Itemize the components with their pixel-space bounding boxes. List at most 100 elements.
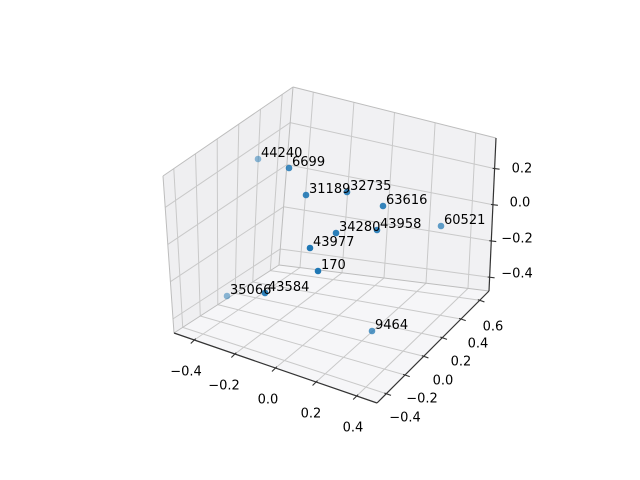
grid-line-y [252, 109, 261, 283]
scatter-point [373, 226, 381, 234]
point-label: 6699 [292, 155, 325, 170]
grid-line-y [200, 315, 406, 376]
z-axis-line [488, 137, 497, 292]
pane-right [279, 87, 496, 291]
grid-line-y [216, 138, 219, 305]
grid-line-y [173, 168, 184, 328]
z-tick-label: −0.4 [501, 267, 533, 282]
scatter-point [332, 229, 340, 237]
x-tick-label: 0.2 [301, 407, 322, 422]
y-tick-mark [421, 355, 429, 359]
grid-line-z [167, 164, 288, 245]
grid-line-y [217, 304, 424, 357]
point-label: 32735 [350, 179, 391, 194]
grid-line-y [252, 281, 462, 320]
scatter-point [223, 292, 231, 300]
scatter-point [285, 164, 293, 172]
grid-line-x [234, 272, 343, 355]
grid-line-z [286, 164, 494, 206]
x-tick-label: 0.0 [258, 393, 279, 408]
grid-line-y [234, 124, 240, 294]
y-tick-label: −0.4 [389, 411, 421, 426]
grid-line-z [290, 122, 495, 170]
x-tick-label: −0.2 [208, 379, 240, 394]
scatter-point [379, 202, 387, 210]
grid-line-x [194, 267, 301, 341]
x-tick-mark [190, 338, 197, 344]
y-tick-mark [458, 317, 466, 322]
grid-line-x [467, 132, 477, 289]
point-label: 63616 [386, 193, 427, 208]
z-tick-label: 0.0 [510, 196, 531, 211]
x-tick-label: −0.4 [170, 365, 202, 380]
z-tick-mark [492, 167, 500, 170]
point-label: 34280 [339, 220, 380, 235]
pane-left [163, 87, 293, 333]
grid-line-y [195, 153, 201, 317]
point-label: 44240 [261, 146, 302, 161]
tick-labels: −0.4 −0.2 0.0 0.2 0.4 −0.4 −0.2 0.0 0.2 0.4 0.6 −0.… [170, 162, 533, 436]
pane-edge [162, 175, 175, 334]
y-tick-label: 0.0 [433, 374, 454, 389]
z-tick-mark [490, 203, 498, 206]
pane-edge [278, 86, 294, 266]
point-label: 43584 [268, 280, 309, 295]
point-label: 43958 [380, 217, 421, 232]
scatter-point [343, 188, 351, 196]
x-tick-mark [312, 380, 318, 386]
pane-edge [162, 86, 294, 177]
y-tick-label: 0.2 [451, 355, 472, 370]
grid-lines [164, 92, 495, 397]
scatter-point [306, 244, 314, 252]
grid-line-z [283, 206, 492, 242]
scatter-point [261, 289, 269, 297]
x-tick-label: 0.4 [343, 421, 364, 436]
grid-line-z [280, 248, 490, 278]
tick-marks [190, 167, 500, 400]
point-label: 35066 [230, 283, 271, 298]
y-tick-label: 0.4 [468, 337, 489, 352]
point-label: 170 [321, 258, 346, 273]
y-axis-line [376, 290, 490, 404]
y-tick-mark [477, 299, 485, 303]
scatter-point [254, 155, 262, 163]
z-tick-mark [487, 276, 495, 279]
grid-line-z [172, 248, 281, 320]
y-tick-mark [440, 336, 448, 340]
grid-line-y [182, 326, 387, 395]
z-tick-label: 0.2 [512, 162, 533, 177]
z-tick-label: −0.2 [501, 232, 533, 247]
point-label: 43977 [313, 235, 354, 250]
scatter-point [437, 222, 445, 230]
grid-line-x [275, 277, 385, 369]
grid-line-z [164, 122, 291, 208]
scatter-points [223, 155, 445, 335]
grid-line-y [235, 292, 443, 339]
grid-line-x [299, 92, 314, 268]
z-tick-mark [489, 240, 497, 243]
y-tick-mark [402, 373, 410, 378]
grid-line-y [269, 94, 283, 271]
pane-edge [278, 264, 490, 292]
y-tick-mark [384, 392, 392, 396]
axes-panes [163, 87, 496, 403]
grid-line-z [170, 206, 284, 283]
point-label: 60521 [444, 213, 485, 228]
grid-line-x [356, 288, 469, 397]
y-tick-label: −0.2 [406, 392, 438, 407]
x-tick-mark [271, 366, 278, 372]
scatter-point [314, 267, 322, 275]
grid-line-y [270, 270, 480, 301]
x-tick-mark [352, 394, 359, 400]
scatter-point [368, 327, 376, 335]
y-tick-label: 0.6 [483, 320, 504, 335]
point-label: 31189 [309, 182, 350, 197]
grid-line-x [383, 112, 395, 279]
grid-line-x [425, 122, 436, 284]
point-label: 9464 [375, 318, 408, 333]
grid-line-x [341, 102, 355, 273]
pane-edge [292, 86, 497, 139]
